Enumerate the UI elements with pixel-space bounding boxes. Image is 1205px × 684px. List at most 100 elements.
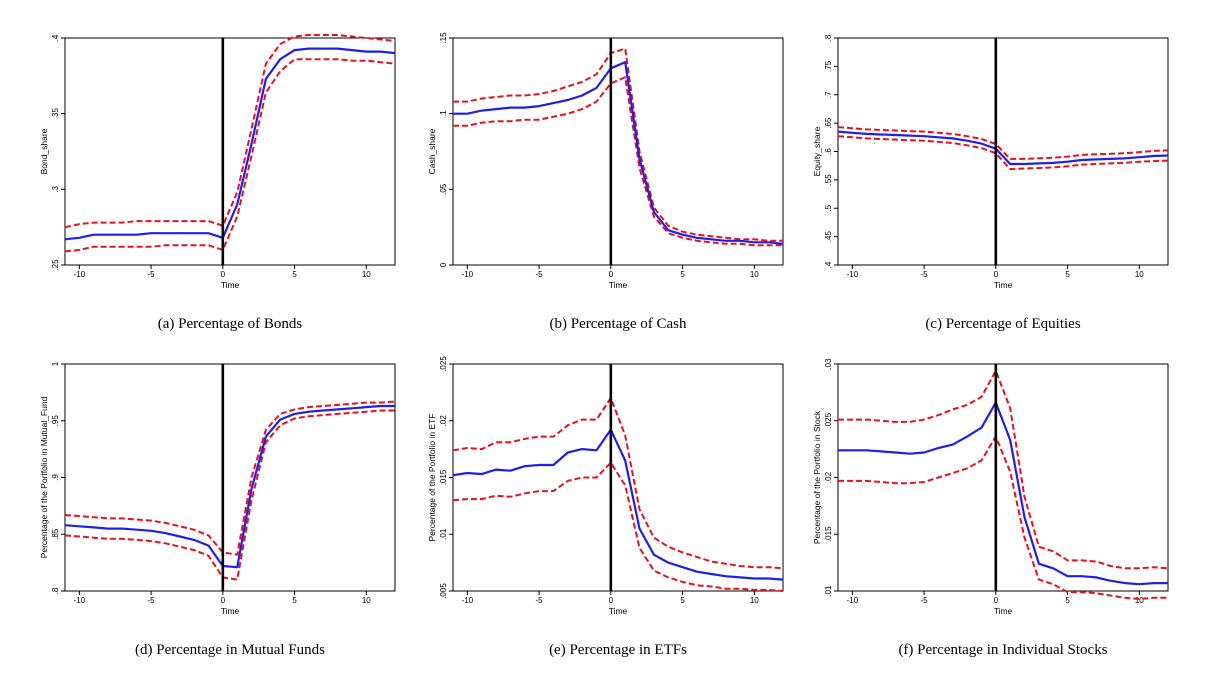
panel-caption: (f) Percentage in Individual Stocks: [898, 642, 1107, 658]
estimate-line: [453, 61, 784, 245]
x-tick-label: -5: [921, 596, 929, 605]
x-tick-label: 10: [362, 270, 371, 279]
upper-ci-line: [64, 400, 396, 556]
x-tick-label: -10: [462, 596, 474, 605]
x-tick-label: 5: [292, 270, 297, 279]
y-tick-label: .1: [439, 110, 448, 117]
y-tick-label: .65: [824, 117, 833, 129]
panel-a: -10 -5 0 5 10 .25 .3 .35 .4 Time Bond_share (a) Per…: [39, 34, 396, 332]
x-tick-label: 0: [609, 270, 614, 279]
y-axis-label: Percentage of the Portfolio in ETF: [427, 413, 437, 541]
y-tick-label: .4: [51, 34, 60, 41]
y-tick-label: .01: [824, 585, 833, 597]
y-axis-label: Bond_share: [39, 128, 49, 174]
y-tick-label: .45: [824, 231, 833, 243]
plot-frame: [452, 363, 784, 592]
estimate-line: [64, 47, 396, 241]
y-tick-label: .95: [51, 415, 60, 427]
upper-ci-line: [837, 126, 1169, 160]
y-tick-label: .02: [824, 471, 833, 483]
y-tick-label: .02: [439, 415, 448, 427]
estimate-line: [837, 130, 1169, 166]
y-tick-label: .5: [824, 204, 833, 211]
x-axis-label: Time: [221, 280, 240, 290]
x-tick-label: -5: [536, 270, 544, 279]
upper-ci-line: [453, 47, 783, 242]
y-tick-label: .005: [439, 583, 448, 599]
lower-ci-line: [452, 461, 784, 592]
panel-caption: (e) Percentage in ETFs: [549, 642, 687, 658]
panel-c: -10 -5 0 5 10 .4 .45 .5 .55 .6 .65 .7 .75 .8 Time Equit…: [812, 34, 1169, 332]
y-tick-label: .85: [51, 528, 60, 540]
y-tick-label: .35: [51, 108, 60, 120]
panel-caption: (d) Percentage in Mutual Funds: [135, 642, 325, 658]
x-axis-label: Time: [609, 606, 628, 616]
y-tick-label: .4: [824, 261, 833, 268]
y-tick-label: .3: [51, 185, 60, 192]
y-tick-label: 0: [439, 262, 448, 267]
panel-caption: (b) Percentage of Cash: [549, 316, 687, 332]
upper-ci-line: [64, 34, 396, 229]
y-axis-label: Equity_share: [812, 126, 822, 176]
lower-ci-line: [64, 409, 395, 581]
plot-frame: [837, 37, 1169, 266]
x-tick-label: 5: [1065, 596, 1070, 605]
plot-frame: [837, 363, 1169, 592]
x-tick-label: 5: [292, 596, 297, 605]
x-tick-label: 0: [994, 270, 999, 279]
y-tick-label: .025: [439, 356, 448, 372]
y-tick-label: .025: [824, 412, 833, 428]
upper-ci-line: [452, 397, 784, 570]
x-tick-label: -10: [847, 270, 859, 279]
y-tick-label: .05: [439, 183, 448, 195]
y-tick-label: .015: [439, 469, 448, 485]
lower-ci-line: [64, 58, 396, 253]
panel-b: -10 -5 0 5 10 0 .05 .1 .15 Time Cash_share (b) Perc…: [427, 32, 784, 332]
x-axis-label: Time: [221, 606, 240, 616]
panel-e: -10 -5 0 5 10 .005 .01 .015 .02 .025 Time Percentag…: [427, 356, 784, 658]
x-tick-label: 10: [1135, 596, 1144, 605]
y-axis-label: Percentage of the Portfolio in Mutual_Fu…: [39, 396, 49, 558]
panel-f: -10 -5 0 5 10 .01 .015 .02 .025 .03 Time Percentage…: [812, 358, 1169, 658]
x-tick-label: -5: [921, 270, 929, 279]
plot-frame: [64, 37, 396, 266]
x-tick-label: 10: [362, 596, 371, 605]
panel-d: -10 -5 0 5 10 .8 .85 .9 .95 1 Time Percentage of th…: [39, 361, 396, 658]
y-tick-label: .01: [439, 528, 448, 540]
y-tick-label: .6: [824, 148, 833, 155]
lower-ci-line: [453, 76, 783, 247]
y-tick-label: .015: [824, 526, 833, 542]
x-tick-label: 0: [221, 596, 226, 605]
x-axis-label: Time: [994, 280, 1013, 290]
x-tick-label: -10: [847, 596, 859, 605]
lower-ci-line: [838, 435, 1168, 600]
estimate-line: [452, 428, 784, 581]
y-tick-label: .9: [51, 474, 60, 481]
y-tick-label: .8: [51, 587, 60, 594]
x-tick-label: -10: [462, 270, 474, 279]
x-tick-label: 10: [750, 270, 759, 279]
x-tick-label: 5: [680, 596, 685, 605]
plot-frame: [64, 363, 396, 592]
x-tick-label: -5: [148, 596, 156, 605]
estimate-line: [838, 401, 1168, 586]
panel-caption: (c) Percentage of Equities: [925, 316, 1081, 332]
x-tick-label: 5: [680, 270, 685, 279]
x-axis-label: Time: [609, 280, 628, 290]
estimate-line: [64, 404, 395, 569]
y-tick-label: .75: [824, 60, 833, 72]
x-tick-label: -10: [74, 270, 86, 279]
y-tick-label: .25: [51, 259, 60, 271]
x-tick-label: -5: [536, 596, 544, 605]
y-axis-label: Cash_share: [427, 128, 437, 174]
x-tick-label: 5: [1065, 270, 1070, 279]
x-tick-label: 0: [221, 270, 226, 279]
plot-frame: [452, 37, 784, 266]
x-tick-label: 0: [994, 596, 999, 605]
upper-ci-line: [838, 369, 1169, 570]
x-tick-label: 10: [1135, 270, 1144, 279]
x-tick-label: 0: [609, 596, 614, 605]
y-tick-label: 1: [51, 361, 60, 366]
y-tick-label: .15: [439, 32, 448, 44]
